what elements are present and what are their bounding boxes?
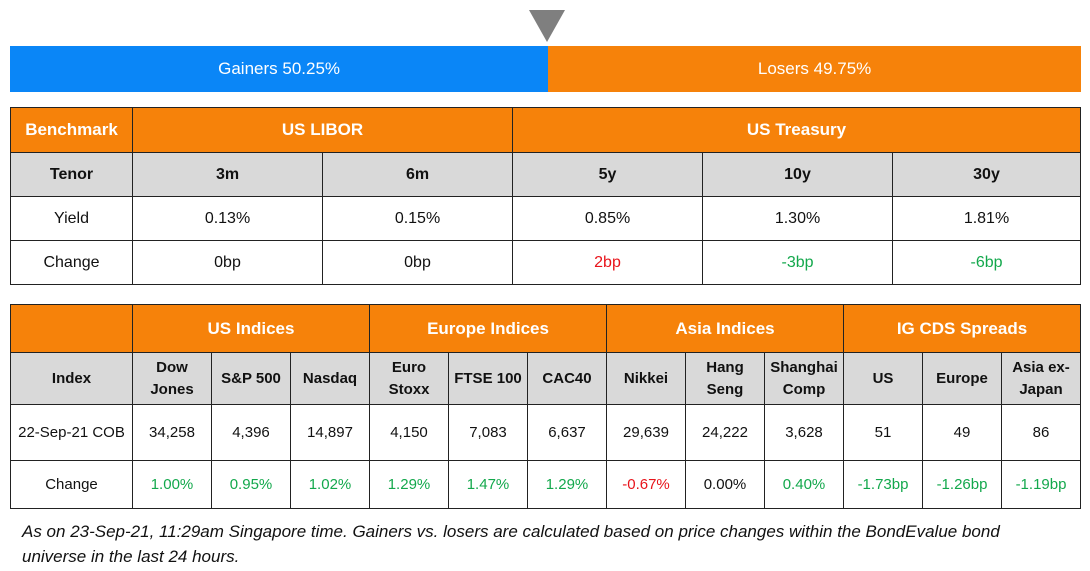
- cell: 1.00%: [132, 460, 212, 509]
- cell: -1.73bp: [843, 460, 923, 509]
- cell: 1.30%: [702, 196, 894, 241]
- cell: 0bp: [321, 240, 514, 285]
- indices-table: US Indices Europe Indices Asia Indices I…: [10, 304, 1081, 509]
- cell: 4,150: [369, 404, 449, 461]
- cell: 3,628: [764, 404, 844, 461]
- cell: 86: [1001, 404, 1081, 461]
- cell: -3bp: [702, 240, 894, 285]
- cell: 5y: [512, 152, 704, 197]
- cell: 6m: [321, 152, 514, 197]
- cell: 0bp: [132, 240, 323, 285]
- row-label: Index: [10, 352, 133, 405]
- cell: -0.67%: [606, 460, 686, 509]
- cell: 1.29%: [369, 460, 449, 509]
- cell: 7,083: [448, 404, 528, 461]
- row-label: Change: [10, 240, 133, 285]
- sentiment-marker-icon: [529, 10, 565, 42]
- cell: 49: [922, 404, 1002, 461]
- group-header: US LIBOR: [131, 107, 514, 153]
- cell: 30y: [892, 152, 1081, 197]
- row-label: Yield: [10, 196, 133, 241]
- cell: 0.00%: [685, 460, 765, 509]
- cell: -1.26bp: [922, 460, 1002, 509]
- row-label: Change: [10, 460, 133, 509]
- cell: Shanghai Comp: [764, 352, 844, 405]
- group-header: US Indices: [132, 304, 370, 353]
- cell: Nasdaq: [290, 352, 370, 405]
- cell: -1.19bp: [1001, 460, 1081, 509]
- cell: Hang Seng: [685, 352, 765, 405]
- cell: 34,258: [132, 404, 212, 461]
- cell: 1.81%: [892, 196, 1081, 241]
- cell: 0.85%: [512, 196, 704, 241]
- benchmark-header: Benchmark: [10, 107, 133, 153]
- cell: 14,897: [290, 404, 370, 461]
- group-header: Asia Indices: [606, 304, 844, 353]
- cell: FTSE 100: [448, 352, 528, 405]
- cell: Dow Jones: [132, 352, 212, 405]
- row-label: Tenor: [10, 152, 133, 197]
- group-header: Europe Indices: [369, 304, 607, 353]
- cell: 2bp: [512, 240, 704, 285]
- cell: 1.47%: [448, 460, 528, 509]
- cell: 1.02%: [290, 460, 370, 509]
- cell: 3m: [132, 152, 323, 197]
- cell: 0.13%: [132, 196, 323, 241]
- row-label: 22-Sep-21 COB: [10, 404, 133, 461]
- cell: 4,396: [211, 404, 291, 461]
- cell: Euro Stoxx: [369, 352, 449, 405]
- gainers-segment: Gainers 50.25%: [10, 46, 549, 92]
- cell: 29,639: [606, 404, 686, 461]
- cell: 10y: [702, 152, 894, 197]
- cell: 51: [843, 404, 923, 461]
- cell: CAC40: [527, 352, 607, 405]
- losers-segment: Losers 49.75%: [548, 46, 1081, 92]
- cell: 0.40%: [764, 460, 844, 509]
- cell: 24,222: [685, 404, 765, 461]
- cell: Nikkei: [606, 352, 686, 405]
- cell: Asia ex-Japan: [1001, 352, 1081, 405]
- group-header: IG CDS Spreads: [843, 304, 1081, 353]
- group-header: US Treasury: [512, 107, 1081, 153]
- rates-table: Benchmark US LIBOR US Treasury Tenor 3m 6m 5y…: [10, 107, 1081, 285]
- cell: 1.29%: [527, 460, 607, 509]
- gainers-losers-bar: Gainers 50.25% Losers 49.75%: [10, 46, 1081, 92]
- cell: -6bp: [892, 240, 1081, 285]
- cell: US: [843, 352, 923, 405]
- cell: 6,637: [527, 404, 607, 461]
- cell: 0.15%: [321, 196, 514, 241]
- cell: Europe: [922, 352, 1002, 405]
- footnote: As on 23-Sep-21, 11:29am Singapore time.…: [22, 522, 1000, 566]
- cell: 0.95%: [211, 460, 291, 509]
- cell: S&P 500: [211, 352, 291, 405]
- blank-header: [10, 304, 133, 353]
